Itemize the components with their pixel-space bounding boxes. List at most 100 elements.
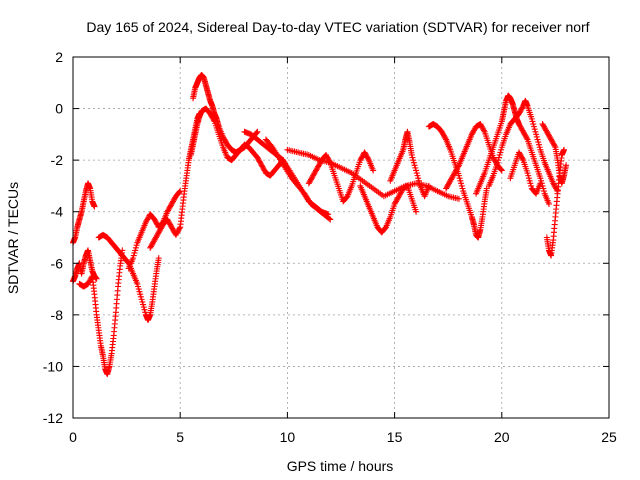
data-point	[134, 280, 141, 287]
y-tick-label: -8	[51, 307, 64, 323]
data-point	[208, 113, 215, 120]
data-point	[526, 177, 533, 184]
data-point	[416, 180, 423, 187]
series-sv-h	[187, 105, 287, 179]
data-point	[498, 166, 505, 173]
data-point	[458, 182, 465, 189]
data-point	[322, 151, 329, 158]
data-point	[324, 154, 331, 161]
data-point	[210, 117, 217, 124]
data-point	[550, 180, 557, 187]
data-point	[520, 130, 527, 137]
series-sv-s	[507, 149, 544, 197]
data-point	[167, 221, 174, 228]
data-point	[316, 161, 323, 168]
data-point	[139, 298, 146, 305]
data-point	[540, 122, 547, 129]
data-point	[148, 242, 155, 249]
data-point	[451, 170, 458, 177]
data-point	[261, 167, 268, 174]
data-point	[153, 233, 160, 240]
data-point	[164, 208, 171, 215]
data-point	[447, 177, 454, 184]
data-point	[479, 124, 486, 131]
data-point	[133, 242, 140, 249]
series-sv-o	[425, 121, 490, 241]
data-point	[394, 195, 401, 202]
data-point	[307, 177, 314, 184]
data-point	[310, 171, 317, 178]
data-point	[258, 162, 265, 169]
data-point	[455, 163, 462, 170]
data-point	[166, 220, 173, 227]
data-point	[149, 240, 156, 247]
data-point	[520, 128, 527, 135]
data-point	[411, 162, 418, 169]
data-point	[382, 225, 389, 232]
data-point	[145, 215, 152, 222]
data-point	[172, 231, 179, 238]
data-point	[452, 168, 459, 175]
data-point	[531, 126, 538, 133]
data-point	[543, 128, 550, 135]
data-point	[409, 154, 416, 161]
y-tick-label: -10	[43, 358, 63, 374]
data-point	[448, 175, 455, 182]
data-point	[257, 161, 264, 168]
data-point	[454, 164, 461, 171]
data-point	[445, 181, 452, 188]
data-point	[325, 157, 332, 164]
data-point	[515, 121, 522, 128]
data-point	[170, 198, 177, 205]
data-point	[135, 283, 142, 290]
data-point	[515, 149, 522, 156]
data-point	[536, 144, 543, 151]
data-point	[305, 180, 312, 187]
data-point	[255, 155, 262, 162]
x-axis-label: GPS time / hours	[287, 458, 394, 474]
data-point	[140, 301, 147, 308]
y-tick-label: 2	[55, 49, 63, 65]
data-point	[480, 127, 487, 134]
data-point	[450, 171, 457, 178]
data-point	[449, 173, 456, 180]
data-point	[470, 127, 477, 134]
data-point	[363, 153, 370, 160]
data-point	[221, 136, 228, 143]
data-point	[313, 166, 320, 173]
series-sv-d	[95, 231, 162, 324]
data-point	[546, 133, 553, 140]
data-point	[327, 216, 334, 223]
data-point	[528, 182, 535, 189]
data-point	[537, 175, 544, 182]
series-sv-j	[262, 136, 334, 223]
data-point	[343, 194, 350, 201]
y-tick-label: -6	[51, 255, 64, 271]
data-point	[497, 149, 504, 156]
data-point	[268, 142, 275, 149]
data-point	[132, 247, 139, 254]
y-axis-label: SDTVAR / TECUs	[5, 182, 21, 294]
series-sv-q	[473, 92, 552, 207]
data-point	[364, 154, 371, 161]
data-point	[165, 206, 172, 213]
data-point	[175, 228, 182, 235]
data-point	[551, 182, 558, 189]
data-point	[144, 216, 151, 223]
data-point	[130, 255, 137, 262]
data-point	[455, 195, 462, 202]
x-tick-label: 20	[494, 429, 510, 445]
data-point	[438, 128, 445, 135]
data-point	[527, 180, 534, 187]
data-point	[525, 175, 532, 182]
data-point	[370, 167, 377, 174]
data-point	[445, 180, 452, 187]
data-point	[395, 193, 402, 200]
data-point	[257, 159, 264, 166]
data-point	[395, 194, 402, 201]
data-point	[533, 131, 540, 138]
data-point	[323, 153, 330, 160]
data-point	[551, 142, 558, 149]
data-point	[480, 126, 487, 133]
data-point	[393, 197, 400, 204]
